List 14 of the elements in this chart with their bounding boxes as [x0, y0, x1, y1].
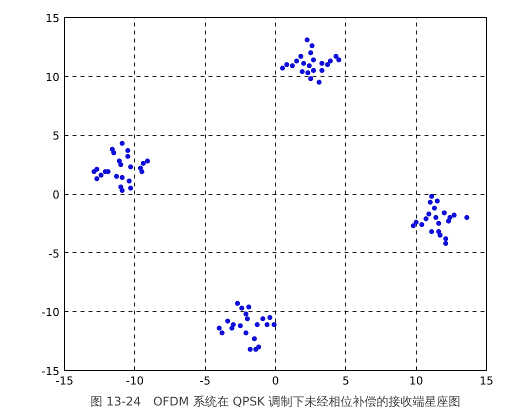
x-tick-label: 10: [409, 374, 424, 388]
x-tick-label: -10: [126, 374, 144, 388]
y-tick-label: 10: [46, 70, 60, 84]
x-tick-label: 5: [342, 374, 350, 388]
y-tick-label: 0: [52, 188, 60, 202]
y-tick-label: -15: [42, 365, 60, 378]
y-tick-label: 15: [46, 12, 60, 25]
x-tick-label: 0: [272, 374, 279, 388]
y-tick-label: -10: [42, 306, 60, 320]
y-tick-label: 5: [52, 130, 60, 143]
y-tick-label: -5: [48, 247, 60, 260]
x-tick-label: -5: [200, 374, 211, 388]
x-tick-label: 15: [480, 374, 494, 388]
caption: 图 13-24 OFDM 系统在 QPSK 调制下未经相位补偿的接收端星座图: [90, 394, 461, 408]
